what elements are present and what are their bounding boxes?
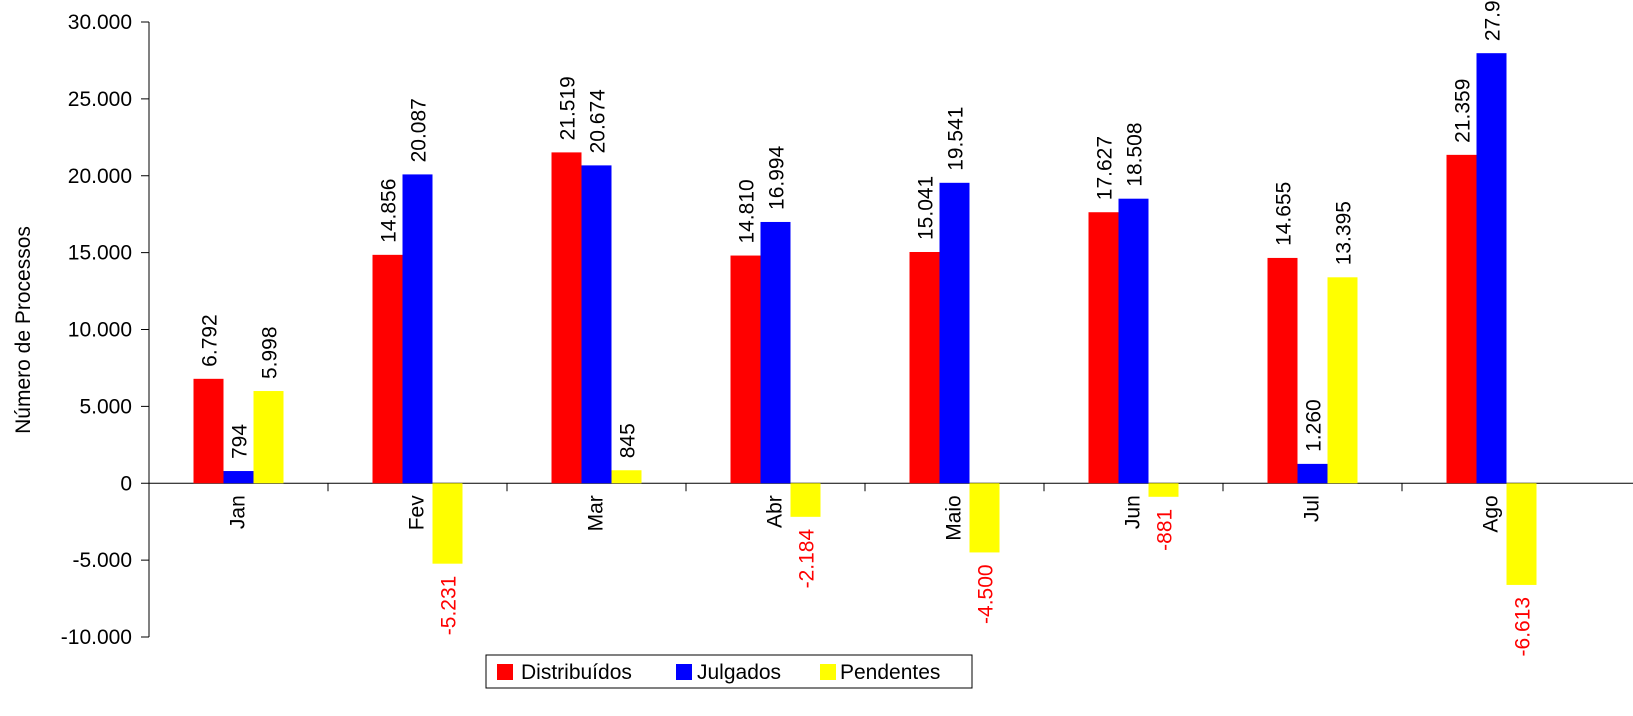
legend-swatch — [676, 664, 692, 680]
y-tick-label: 0 — [120, 472, 132, 495]
data-label: 1.260 — [1303, 399, 1326, 452]
bar — [760, 221, 791, 484]
bar — [790, 483, 821, 517]
data-label: 21.519 — [557, 76, 580, 140]
y-tick-label: -10.000 — [61, 626, 132, 649]
y-tick-label: -5.000 — [72, 549, 132, 572]
bar — [969, 483, 1000, 553]
legend-swatch — [497, 664, 513, 680]
bar — [193, 378, 224, 484]
bar — [432, 483, 463, 564]
y-tick-label: 10.000 — [68, 319, 132, 342]
bar — [611, 470, 642, 484]
data-label: -4.500 — [975, 564, 998, 624]
data-label: 16.994 — [766, 145, 789, 210]
bar — [909, 251, 940, 484]
bar — [402, 174, 433, 484]
bar — [551, 152, 582, 484]
x-tick-label: Jun — [1122, 495, 1145, 529]
x-tick-label: Jul — [1301, 495, 1324, 522]
data-label: 845 — [617, 423, 640, 458]
data-label: 15.041 — [915, 176, 938, 240]
data-label: 14.655 — [1273, 182, 1296, 246]
bar — [939, 182, 970, 484]
bar — [1327, 277, 1358, 484]
bar — [1446, 154, 1477, 484]
bar — [1506, 483, 1537, 585]
x-axis: Jan Fev Mar Abr Maio Jun Jul Ago — [149, 482, 1633, 541]
data-label: 14.856 — [378, 179, 401, 243]
x-tick-label: Fev — [406, 495, 429, 531]
y-tick-label: 30.000 — [68, 11, 132, 34]
data-label: 18.508 — [1124, 122, 1147, 186]
data-label: 14.810 — [736, 179, 759, 243]
data-label: 27.972 — [1482, 0, 1505, 41]
bar — [581, 165, 612, 484]
bar — [1148, 483, 1179, 497]
legend-swatch — [820, 664, 836, 680]
data-label: -6.613 — [1512, 597, 1535, 657]
x-tick-label: Mar — [585, 495, 608, 531]
bars — [193, 53, 1537, 585]
y-axis: -10.000 -5.000 0 5.000 10.000 15.000 20.000 25.… — [61, 11, 150, 649]
bar — [730, 255, 761, 484]
x-tick-label: Maio — [943, 495, 966, 541]
data-label: 20.674 — [587, 89, 610, 154]
bar — [1267, 257, 1298, 484]
x-tick-label: Abr — [764, 495, 787, 528]
legend-label: Julgados — [697, 661, 781, 684]
y-tick-label: 5.000 — [79, 395, 132, 418]
data-label: 5.998 — [259, 326, 282, 379]
bar — [1476, 53, 1507, 484]
legend-label: Distribuídos — [521, 661, 632, 684]
data-label: 20.087 — [408, 98, 431, 162]
data-label: 17.627 — [1094, 136, 1117, 200]
legend: Distribuídos Julgados Pendentes — [485, 654, 973, 689]
legend-label: Pendentes — [840, 661, 940, 684]
bar — [1297, 463, 1328, 484]
data-label: 21.359 — [1452, 79, 1475, 143]
data-label: -5.231 — [438, 576, 461, 636]
y-tick-label: 20.000 — [68, 165, 132, 188]
y-axis-title: Número de Processos — [12, 226, 35, 434]
data-label: -2.184 — [796, 529, 819, 589]
bar — [372, 254, 403, 484]
x-tick-label: Ago — [1480, 495, 1503, 532]
data-label: -881 — [1154, 509, 1177, 551]
y-tick-label: 15.000 — [68, 242, 132, 265]
bar — [223, 471, 254, 484]
legend-box — [485, 654, 973, 689]
bar — [253, 391, 284, 484]
data-label: 13.395 — [1333, 201, 1356, 265]
bar — [1088, 212, 1119, 484]
data-label: 6.792 — [199, 314, 222, 367]
data-labels: 6.792 794 5.998 14.856 20.087 -5.231 21.519 20.… — [199, 0, 1535, 656]
bar — [1118, 198, 1149, 484]
x-tick-label: Jan — [227, 495, 250, 529]
y-tick-label: 25.000 — [68, 88, 132, 111]
data-label: 19.541 — [945, 107, 968, 171]
data-label: 794 — [229, 424, 252, 459]
